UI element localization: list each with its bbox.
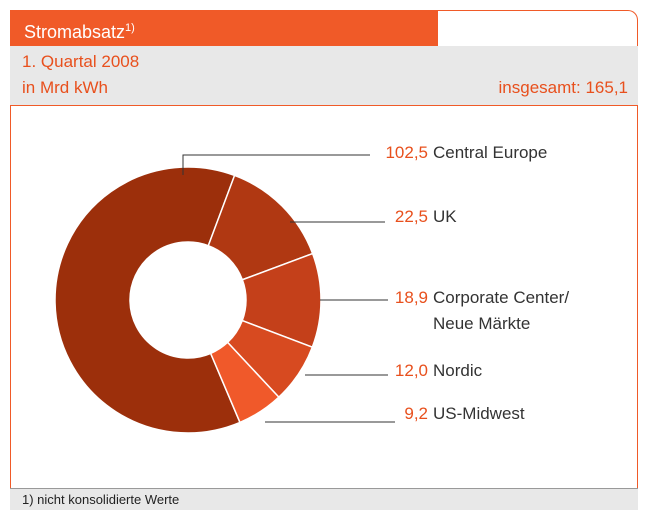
slice bbox=[209, 341, 280, 424]
value-label: 9,2 bbox=[404, 404, 428, 423]
category-label: US-Midwest bbox=[433, 404, 525, 423]
total: insgesamt: 165,1 bbox=[498, 78, 628, 97]
leader-line bbox=[182, 154, 370, 175]
category-label: Nordic bbox=[433, 361, 483, 380]
category-label: Central Europe bbox=[433, 143, 548, 162]
unit: in Mrd kWh bbox=[22, 78, 108, 97]
category-label: Corporate Center/ Neue Märkte bbox=[433, 288, 570, 333]
title: Stromabsatz bbox=[24, 22, 126, 42]
subtitle-band: 1. Quartal 2008 in Mrd kWh insgesamt: 16… bbox=[10, 46, 638, 106]
title-note: 1) bbox=[125, 22, 135, 34]
footnote: 1) nicht konsolidierte Werte bbox=[10, 488, 638, 510]
subtitle: 1. Quartal 2008 bbox=[22, 52, 140, 71]
header-box bbox=[437, 10, 638, 46]
slice bbox=[54, 166, 241, 434]
value-label: 22,5 bbox=[394, 207, 428, 226]
body bbox=[10, 106, 638, 488]
value-label: 12,0 bbox=[394, 361, 428, 380]
value-label: 102,5 bbox=[385, 143, 428, 162]
value-label: 18,9 bbox=[394, 288, 428, 307]
category-label: UK bbox=[433, 207, 457, 226]
header: Stromabsatz1) bbox=[10, 10, 437, 46]
